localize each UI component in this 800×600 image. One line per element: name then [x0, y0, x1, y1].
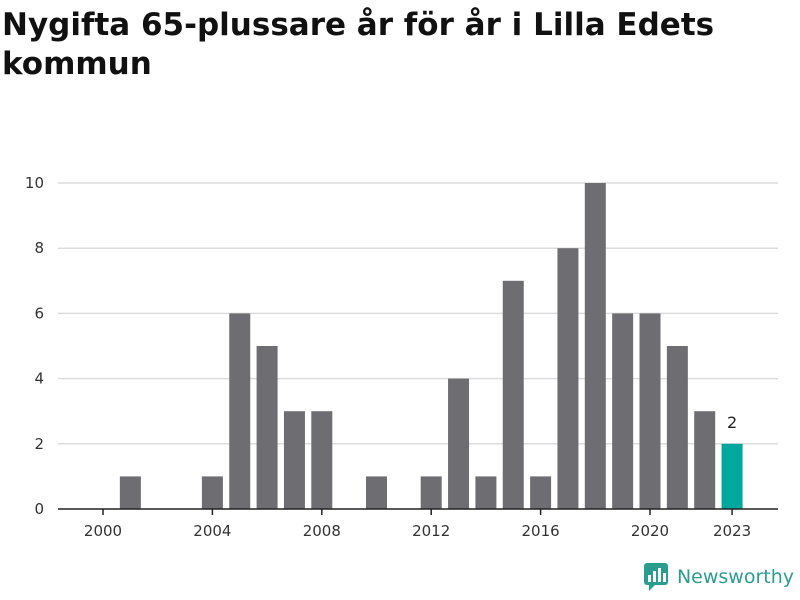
x-tick-label: 2020	[631, 522, 669, 540]
y-tick-label: 2	[34, 435, 44, 453]
x-tick-label: 2023	[713, 522, 751, 540]
brand-name: Newsworthy	[676, 566, 794, 588]
bar	[229, 313, 251, 509]
bar	[420, 476, 442, 509]
bar	[502, 280, 524, 509]
x-tick-label: 2016	[522, 522, 560, 540]
y-tick-label: 4	[34, 370, 44, 388]
bar	[448, 378, 470, 509]
x-tick-label: 2000	[84, 522, 122, 540]
page-title: Nygifta 65-plussare år för år i Lilla Ed…	[2, 7, 715, 82]
brand-logo[interactable]: Newsworthy	[643, 562, 794, 592]
x-tick-label: 2004	[193, 522, 231, 540]
bar	[366, 476, 387, 509]
bar	[612, 313, 634, 509]
data-label: 2	[727, 413, 737, 432]
bar	[557, 248, 579, 509]
bar-highlight	[721, 443, 743, 509]
bar	[584, 183, 606, 509]
bar	[119, 476, 141, 509]
bar	[530, 476, 552, 509]
y-tick-label: 0	[34, 500, 44, 518]
bar	[283, 411, 305, 509]
bar	[256, 346, 278, 509]
axes	[58, 508, 778, 515]
bar	[201, 476, 223, 509]
y-tick-label: 8	[34, 239, 44, 257]
x-tick-label: 2008	[303, 522, 341, 540]
bars	[119, 183, 743, 509]
bar	[639, 313, 661, 509]
bar	[475, 476, 497, 509]
y-tick-label: 10	[25, 174, 44, 192]
y-tick-label: 6	[34, 304, 44, 322]
bar	[311, 411, 333, 509]
labels: 0 2 4 6 8 10 2 2000 2004 2008 2012 2016 2020 2023	[25, 174, 751, 540]
newsworthy-logo-icon	[643, 563, 668, 591]
x-tick-label: 2012	[412, 522, 450, 540]
bar	[694, 411, 716, 509]
bar	[666, 346, 688, 509]
